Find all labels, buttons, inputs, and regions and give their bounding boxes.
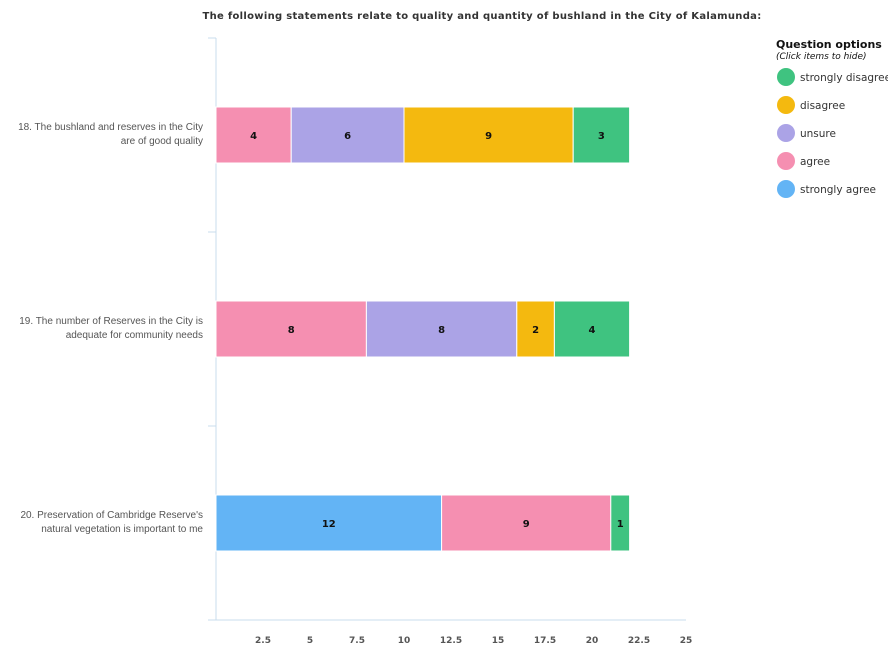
data-label: 3 (598, 131, 605, 142)
data-label: 4 (250, 131, 257, 142)
category-labels: 18. The bushland and reserves in the Cit… (18, 122, 203, 535)
legend-item-strongly-disagree[interactable]: strongly disagree (777, 68, 888, 86)
legend-item-agree[interactable]: agree (777, 152, 830, 170)
bars-group: 4 6 9 3 8 8 2 4 12 9 1 (215, 106, 631, 552)
legend-label: disagree (800, 100, 845, 112)
x-tick-label: 25 (680, 636, 693, 646)
bar-segment-disagree[interactable] (516, 300, 555, 358)
x-tick-label: 20 (586, 636, 599, 646)
x-tick-label: 12.5 (440, 636, 462, 646)
legend-title: Question options (776, 38, 882, 51)
chart-title: The following statements relate to quali… (202, 11, 761, 22)
bar-segment-strongly-disagree[interactable] (572, 106, 631, 164)
category-label: natural vegetation is important to me (41, 524, 203, 535)
x-tick-label: 15 (492, 636, 505, 646)
legend-label: unsure (800, 128, 836, 140)
legend-label: agree (800, 156, 830, 168)
data-label: 12 (322, 519, 336, 530)
data-label: 1 (617, 519, 624, 530)
legend-label: strongly disagree (800, 72, 888, 84)
legend-item-unsure[interactable]: unsure (777, 124, 836, 142)
category-label: adequate for community needs (66, 330, 203, 341)
data-label: 6 (344, 131, 351, 142)
legend-label: strongly agree (800, 184, 876, 196)
x-axis-ticks: 2.5 5 7.5 10 12.5 15 17.5 20 22.5 25 (255, 636, 692, 646)
data-label: 9 (523, 519, 530, 530)
bar-segment-agree[interactable] (215, 106, 292, 164)
legend-swatch (777, 124, 795, 142)
legend-swatch (777, 68, 795, 86)
legend-item-disagree[interactable]: disagree (777, 96, 845, 114)
x-tick-label: 22.5 (628, 636, 650, 646)
data-label: 8 (288, 325, 295, 336)
x-tick-label: 10 (398, 636, 411, 646)
x-tick-label: 17.5 (534, 636, 556, 646)
bar-segment-strongly-disagree[interactable] (610, 494, 631, 552)
bar-segment-agree[interactable] (215, 300, 367, 358)
data-label: 2 (532, 325, 539, 336)
data-label: 9 (485, 131, 492, 142)
legend-swatch (777, 180, 795, 198)
bar-segment-strongly-agree[interactable] (215, 494, 443, 552)
bar-segment-agree[interactable] (441, 494, 612, 552)
category-label: 19. The number of Reserves in the City i… (19, 316, 203, 327)
legend-item-strongly-agree[interactable]: strongly agree (777, 180, 876, 198)
category-label: are of good quality (121, 136, 203, 147)
bar-segment-strongly-disagree[interactable] (553, 300, 631, 358)
data-label: 4 (589, 325, 596, 336)
legend-swatch (777, 96, 795, 114)
data-label: 8 (438, 325, 445, 336)
bar-segment-unsure[interactable] (365, 300, 518, 358)
legend-subtitle: (Click items to hide) (776, 52, 867, 62)
category-label: 20. Preservation of Cambridge Reserve's (20, 510, 203, 521)
category-label: 18. The bushland and reserves in the Cit… (18, 122, 203, 133)
x-tick-label: 7.5 (349, 636, 365, 646)
legend: Question options (Click items to hide) s… (776, 38, 888, 198)
legend-swatch (777, 152, 795, 170)
x-tick-label: 2.5 (255, 636, 271, 646)
x-tick-label: 5 (307, 636, 313, 646)
